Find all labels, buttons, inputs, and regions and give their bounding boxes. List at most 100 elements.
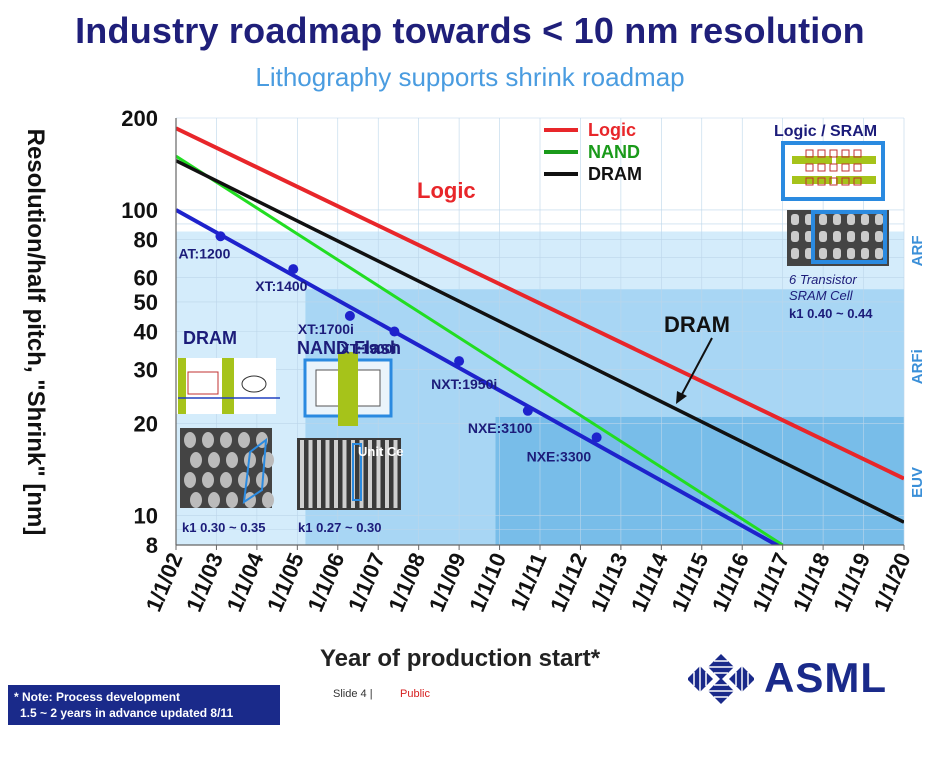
roadmap-chart: ARF ARFi EUV AT:1200 XT:1400 XT:1700i XT:1900i…	[121, 106, 926, 615]
series-line-dram	[176, 159, 904, 524]
dram-sem-cell	[202, 432, 214, 448]
annotation-sram-line1: 6 Transistor	[789, 272, 857, 287]
legend-label: NAND	[588, 142, 640, 162]
dram-sem-cell	[184, 472, 196, 488]
sram-sem-cell	[875, 231, 883, 242]
sram-sem-cell	[833, 214, 841, 225]
sram-schematic-contact	[805, 149, 814, 158]
system-point	[344, 310, 355, 321]
sram-sem-outline	[811, 210, 887, 264]
chart-axes	[175, 118, 905, 550]
sram-schematic-contact	[805, 177, 814, 186]
annotation-dram-box: DRAM	[183, 328, 237, 348]
band-label-euv: EUV	[909, 467, 926, 498]
system-label: XT:1900i	[340, 341, 396, 357]
slide-number: Slide 4 |	[333, 688, 373, 700]
sram-sem-cell	[847, 231, 855, 242]
dram-sem-cell	[184, 432, 196, 448]
sram-schematic-contact	[829, 149, 838, 158]
sram-sem-cell	[791, 214, 799, 225]
nand-sem-line	[325, 440, 330, 508]
y-tick-label: 60	[134, 266, 158, 291]
sram-sem-cell	[833, 248, 841, 259]
legend-label: DRAM	[588, 164, 642, 184]
sram-schematic-bar	[792, 156, 832, 164]
sram-sem-cell	[819, 231, 827, 242]
sram-sem-cell	[819, 248, 827, 259]
annotation-sram-line2: SRAM Cell	[789, 288, 854, 303]
y-tick-label: 200	[121, 106, 158, 131]
dram-sem-cell	[190, 492, 202, 508]
band-euv	[495, 416, 904, 545]
nand-sem-line	[376, 440, 381, 508]
dram-sem-outline	[242, 437, 268, 505]
sram-schematic-contact	[841, 163, 850, 172]
dram-sem-cell	[202, 472, 214, 488]
system-label: AT:1200	[178, 245, 230, 261]
sram-sem-cell	[861, 214, 869, 225]
asml-logo-text: ASML	[764, 654, 887, 701]
sram-sem-cell	[819, 214, 827, 225]
nand-sem-line	[368, 440, 372, 508]
system-label: XT:1400	[255, 278, 307, 294]
annotation-unit-cell: Unit Ce	[358, 444, 404, 459]
sram-sem-cell	[791, 231, 799, 242]
system-label: NXE:3300	[527, 448, 592, 464]
series-line-logic	[176, 126, 904, 481]
dram-sem-cell	[220, 472, 232, 488]
nand-sem-line	[342, 440, 347, 508]
dram-sem-cell	[226, 492, 238, 508]
system-point	[591, 432, 602, 443]
sram-schematic-contact	[853, 177, 862, 186]
note-line-2: 1.5 ~ 2 years in advance updated 8/11	[20, 706, 234, 720]
x-axis-label: Year of production start*	[320, 645, 601, 672]
series-line-litho	[176, 208, 781, 545]
sram-schematic-contact	[805, 163, 814, 172]
sram-schematic-contact	[853, 163, 862, 172]
annotation-dram: DRAM	[664, 312, 730, 337]
nand-sem-line	[300, 440, 304, 508]
annotation-dram-k1: k1 0.30 ~ 0.35	[182, 520, 266, 535]
sram-schematic-contact	[829, 163, 838, 172]
nand-sem-outline	[352, 443, 362, 501]
band-label-arf: ARF	[909, 236, 926, 267]
sram-schematic-contact	[817, 149, 826, 158]
system-point	[389, 326, 400, 337]
system-point	[454, 356, 465, 367]
nand-schematic-gate	[338, 352, 358, 426]
annotation-sram-k1: k1 0.40 ~ 0.44	[789, 306, 873, 321]
dram-sem-cell	[262, 492, 274, 508]
sram-schematic-bar	[836, 156, 876, 164]
y-tick-label: 10	[134, 503, 158, 528]
sram-sem-cell	[847, 248, 855, 259]
y-tick-label: 100	[121, 198, 158, 223]
system-point	[288, 264, 299, 275]
dram-sem-cell	[208, 452, 220, 468]
sram-sem-cell	[861, 248, 869, 259]
sram-sem-cell	[833, 231, 841, 242]
sram-sem-cell	[875, 248, 883, 259]
nand-sem-line	[385, 440, 389, 508]
system-point	[522, 405, 533, 416]
series-line-nand	[176, 154, 784, 545]
sram-sem-cell	[847, 214, 855, 225]
band-label-arfi: ARFi	[909, 349, 926, 384]
sram-schematic-contact	[829, 177, 838, 186]
annotation-logic-sram: Logic / SRAM	[774, 123, 877, 140]
dram-sem-cell	[208, 492, 220, 508]
nand-sem-image	[297, 438, 401, 510]
y-tick-label: 80	[134, 228, 158, 253]
chart-lines	[176, 126, 904, 545]
system-label: NXE:3100	[468, 420, 533, 436]
sram-schematic-contact	[841, 149, 850, 158]
public-label: Public	[400, 688, 430, 700]
slide-subtitle: Lithography supports shrink roadmap	[255, 62, 685, 92]
annotation-logic: Logic	[417, 178, 476, 203]
nand-sem-line	[334, 440, 338, 508]
annotation-nand-k1: k1 0.27 ~ 0.30	[298, 520, 382, 535]
annotation-nand-flash: NAND Flash	[297, 338, 401, 358]
y-tick-label: 40	[134, 320, 158, 345]
system-label: NXT:1950i	[431, 376, 497, 392]
dram-arrow	[679, 337, 713, 399]
sram-schematic-contact	[853, 149, 862, 158]
